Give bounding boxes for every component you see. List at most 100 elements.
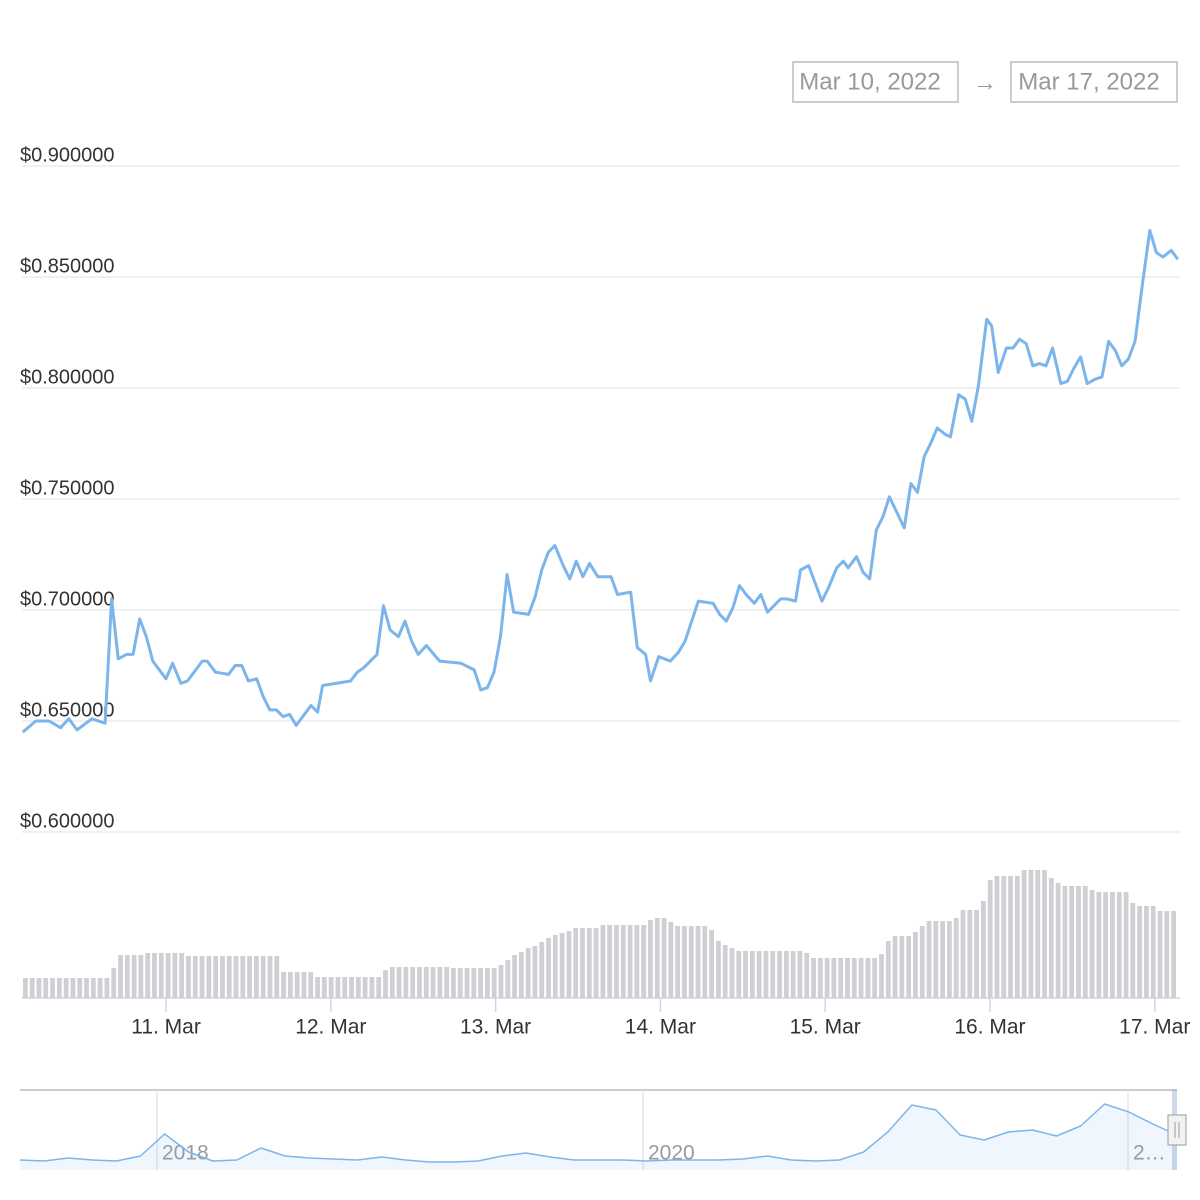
volume-bar	[165, 953, 171, 998]
volume-bar	[838, 958, 844, 998]
volume-bar	[586, 928, 592, 998]
date-from: Mar 10, 2022	[799, 68, 940, 95]
volume-bar	[525, 948, 531, 998]
volume-bar	[1035, 870, 1041, 998]
volume-bar	[321, 977, 327, 998]
volume-bar	[43, 978, 49, 998]
volume-bar	[899, 936, 905, 998]
volume-bar	[315, 977, 320, 998]
volume-bar	[389, 967, 395, 998]
navigator-label: 2…	[1133, 1142, 1166, 1165]
volume-bar	[919, 926, 925, 998]
volume-bar	[797, 951, 803, 998]
volume-bar	[192, 956, 198, 998]
volume-bar	[926, 921, 932, 998]
volume-bar	[287, 972, 293, 998]
volume-bar	[913, 932, 918, 998]
volume-bar	[491, 968, 497, 998]
volume-bar	[1055, 883, 1061, 998]
volume-bar	[1150, 906, 1156, 998]
volume-bar	[1103, 892, 1109, 998]
x-tick-label: 13. Mar	[460, 1016, 531, 1039]
volume-bar	[84, 978, 89, 998]
volume-bar	[593, 928, 599, 998]
volume-bar	[213, 956, 219, 998]
volume-bar	[885, 941, 891, 998]
volume-bar	[749, 951, 755, 998]
volume-bar	[355, 977, 361, 998]
volume-bar	[1123, 892, 1129, 998]
volume-bar	[980, 901, 986, 998]
y-tick-label: $0.600000	[20, 810, 115, 832]
volume-bar	[464, 968, 470, 998]
volume-bar	[29, 978, 35, 998]
volume-bar	[50, 978, 55, 998]
x-tick-label: 14. Mar	[625, 1016, 696, 1039]
date-to-input[interactable]	[1010, 61, 1178, 103]
volume-bar	[349, 977, 354, 998]
navigator-handle[interactable]	[1167, 1114, 1187, 1146]
volume-bar	[539, 942, 545, 998]
navigator-label: 2020	[648, 1142, 695, 1165]
volume-bar	[1082, 886, 1088, 998]
volume-bar	[1110, 892, 1115, 998]
volume-bar	[783, 951, 789, 998]
volume-bar	[1014, 876, 1020, 998]
volume-bar	[648, 920, 653, 998]
volume-bar	[220, 956, 225, 998]
volume-bar	[505, 960, 511, 998]
volume-bar	[1008, 876, 1013, 998]
y-tick-label: $0.900000	[20, 144, 115, 166]
navigator-line	[19, 1103, 1178, 1163]
volume-bar	[430, 967, 436, 998]
y-tick-label: $0.700000	[20, 588, 115, 610]
volume-bar	[736, 951, 742, 998]
volume-bar	[301, 972, 307, 998]
volume-bar	[817, 958, 823, 998]
volume-bar	[790, 951, 796, 998]
volume-bar	[627, 925, 633, 998]
y-tick-label: $0.750000	[20, 477, 115, 499]
y-tick-label: $0.850000	[20, 255, 115, 277]
volume-bar	[23, 978, 28, 998]
volume-bar	[1069, 886, 1075, 998]
volume-bar	[145, 953, 151, 998]
volume-bar	[1137, 906, 1143, 998]
volume-bar	[1171, 911, 1176, 998]
volume-bar	[865, 958, 871, 998]
volume-bar	[138, 955, 144, 998]
volume-bar	[1048, 878, 1054, 998]
volume-bar	[566, 931, 572, 998]
volume-bar	[994, 876, 1000, 998]
volume-bar	[532, 946, 538, 998]
volume-bar	[63, 978, 69, 998]
volume-bar	[722, 945, 728, 998]
volume-bar	[906, 936, 912, 998]
volume-bar	[267, 956, 273, 998]
volume-bar	[600, 925, 606, 998]
volume-bar	[451, 968, 456, 998]
volume-bar	[97, 978, 103, 998]
volume-bar	[206, 956, 212, 998]
x-tick-label: 16. Mar	[954, 1016, 1025, 1039]
volume-bar	[1116, 892, 1122, 998]
volume-bar	[743, 951, 748, 998]
date-from-input[interactable]	[792, 61, 959, 103]
volume-bar	[777, 951, 782, 998]
volume-bar	[260, 956, 266, 998]
volume	[23, 870, 1176, 998]
y-tick-label: $0.650000	[20, 699, 115, 721]
x-tick-label: 17. Mar	[1119, 1016, 1190, 1039]
volume-bar	[824, 958, 830, 998]
volume-bar	[512, 955, 517, 998]
volume-bar	[1096, 892, 1102, 998]
volume-bar	[199, 956, 205, 998]
volume-bar	[620, 925, 626, 998]
volume-bar	[546, 938, 551, 998]
volume-bar	[342, 977, 348, 998]
volume-bar	[559, 933, 565, 998]
volume-bar	[641, 925, 647, 998]
volume-bar	[131, 955, 137, 998]
volume-bar	[1157, 911, 1163, 998]
